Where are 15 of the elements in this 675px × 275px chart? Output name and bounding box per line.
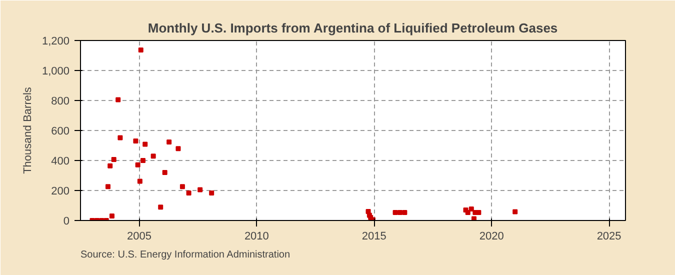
y-axis-title: Thousand Barrels [22, 86, 34, 174]
y-tick-label: 200 [51, 186, 70, 198]
y-tick-label: 1,000 [42, 66, 70, 78]
chart-title: Monthly U.S. Imports from Argentina of Liquified Petroleum Gases [148, 20, 558, 36]
y-tick-label: 800 [51, 96, 70, 108]
y-tick-label: 1,200 [42, 36, 70, 48]
y-tick-label: 0 [63, 216, 70, 228]
x-tick-label: 2020 [479, 230, 504, 242]
x-tick-label: 2015 [362, 230, 386, 242]
source-note: Source: U.S. Energy Information Administration [80, 250, 290, 260]
x-tick-label: 2010 [244, 230, 269, 242]
y-tick-label: 400 [51, 156, 70, 168]
x-tick-label: 2025 [596, 230, 622, 242]
x-tick-label: 2005 [126, 230, 152, 242]
y-tick-label: 600 [51, 126, 70, 138]
